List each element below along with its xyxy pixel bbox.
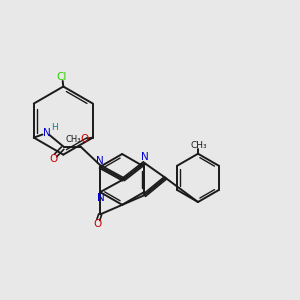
Text: CH₃: CH₃ — [66, 135, 81, 144]
Text: O: O — [80, 134, 88, 144]
Text: O: O — [49, 154, 57, 164]
Text: N: N — [141, 152, 149, 162]
Text: N: N — [96, 156, 104, 166]
Text: O: O — [94, 219, 102, 229]
Text: N: N — [43, 128, 51, 138]
Text: N: N — [97, 193, 105, 203]
Text: Cl: Cl — [57, 72, 67, 82]
Text: CH₃: CH₃ — [190, 140, 207, 149]
Text: H: H — [52, 123, 58, 132]
